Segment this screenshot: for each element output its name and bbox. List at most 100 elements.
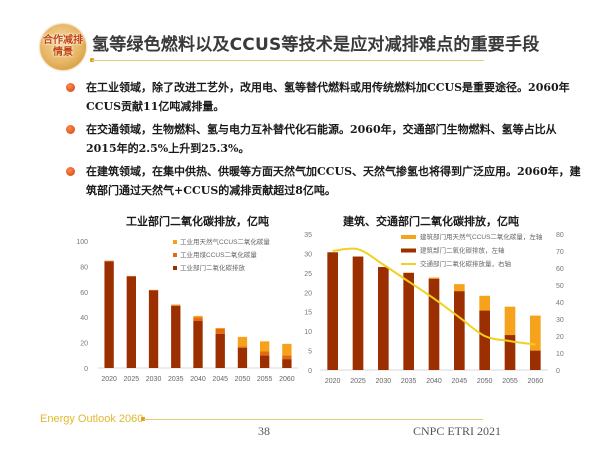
transport-emissions-line: [332, 247, 536, 346]
legend-label: 交通部门二氧化碳排放量，右轴: [420, 259, 512, 268]
x-tick-label: 2025: [350, 378, 366, 385]
right-y-tick-label: 20: [556, 334, 564, 341]
bar-segment: [282, 359, 292, 368]
bar-segment: [193, 317, 203, 322]
x-tick-label: 2040: [426, 378, 442, 385]
bar-segment: [504, 306, 516, 336]
right-y-tick-label: 40: [556, 300, 564, 307]
bar-segment: [148, 289, 159, 291]
x-tick-label: 2060: [528, 378, 544, 385]
title-underline: [92, 60, 484, 61]
bar-segment: [530, 315, 541, 351]
building-transport-emissions-chart: 0 5 10 15 20 25 30 35 0 10 20 30 40 50 60 70 80 2020 2025 2…: [300, 225, 590, 390]
x-tick-label: 2055: [257, 376, 273, 383]
building-transport-chart-title: 建筑、交通部门二氧化碳排放，亿吨: [343, 215, 519, 228]
left-y-tick-label: 0: [308, 368, 312, 375]
bar-segment: [104, 260, 114, 262]
footer-brand: Energy Outlook 2060: [40, 413, 144, 425]
bar-segment: [193, 321, 203, 368]
logo-text-line1: 合作减排: [43, 35, 83, 46]
legend-swatch: [401, 248, 416, 253]
left-y-tick-label: 15: [304, 310, 312, 317]
right-y-tick-label: 10: [556, 351, 564, 358]
legend-swatch: [173, 253, 177, 257]
left-y-tick-label: 35: [304, 232, 312, 239]
right-y-tick-label: 30: [556, 317, 564, 324]
legend-swatch: [173, 240, 177, 244]
bullet-dot-icon: [66, 167, 75, 176]
x-tick-label: 2050: [235, 376, 251, 383]
bullet-transport: 在交通领域，生物燃料、氢与电力互补替代化石能源。2060年，交通部门生物燃料、氢…: [66, 120, 586, 158]
bar-segment: [171, 304, 181, 306]
bar-segment: [282, 343, 292, 356]
footer-organization: CNPC ETRI 2021: [413, 424, 502, 438]
bar-segment: [104, 261, 114, 368]
left-y-tick-label: 20: [304, 290, 312, 297]
bar-segment: [215, 327, 225, 329]
bar-segment: [215, 328, 225, 334]
bar-segment: [260, 351, 270, 356]
x-tick-label: 2020: [101, 376, 117, 383]
bar-segment: [282, 355, 292, 360]
legend-label: 工业用天然气CCUS二氧化碳量: [180, 237, 270, 246]
industry-emissions-chart: 0 20 40 60 80 100 2020 2025 2030 2035 2040 2045 2050…: [60, 230, 310, 390]
logo-text: 合作减排 情景: [40, 24, 86, 59]
logo-text-line2: 情景: [53, 47, 73, 58]
bullet-list: 在工业领域，除了改进工艺外，改用电、氢等替代燃料或用传统燃料加CCUS是重要途径…: [66, 78, 586, 204]
x-tick-label: 2045: [212, 376, 228, 383]
bar-segment: [171, 305, 181, 368]
x-tick-label: 2040: [190, 376, 206, 383]
bar-segment: [454, 291, 465, 370]
legend-label: 建筑部门用天然气CCUS二氧化碳量，左轴: [420, 232, 543, 241]
bar-segment: [530, 350, 541, 370]
scenario-logo: 合作减排 情景: [40, 24, 86, 70]
right-y-tick-label: 50: [556, 283, 564, 290]
bullet-industry: 在工业领域，除了改进工艺外，改用电、氢等替代燃料或用传统燃料加CCUS是重要途径…: [66, 78, 586, 116]
y-tick-label: 100: [76, 239, 88, 246]
x-tick-label: 2050: [477, 378, 493, 385]
footer-rule-marker: [141, 417, 145, 421]
left-y-tick-label: 10: [304, 329, 312, 336]
x-tick-label: 2030: [146, 376, 162, 383]
bar-segment: [327, 252, 338, 370]
left-y-tick-label: 5: [308, 349, 312, 356]
right-y-tick-label: 60: [556, 266, 564, 273]
x-tick-label: 2025: [124, 376, 140, 383]
x-tick-label: 2030: [376, 378, 392, 385]
bar-segment: [237, 347, 248, 368]
bar-segment: [403, 272, 414, 370]
bar-segment: [454, 284, 465, 292]
bar-segment: [215, 333, 225, 368]
bar-segment: [260, 355, 270, 368]
bar-segment: [378, 267, 389, 370]
bullet-dot-icon: [66, 83, 75, 92]
y-tick-label: 40: [80, 315, 88, 322]
right-y-tick-label: 70: [556, 249, 564, 256]
bar-segment: [352, 256, 364, 370]
bar-segment: [193, 315, 203, 318]
bar-segment: [126, 276, 136, 368]
bar-segment: [260, 341, 270, 352]
bullet-text: 在建筑领域，在集中供热、供暖等方面天然气加CCUS、天然气掺氢也将得到广泛应用。…: [86, 165, 581, 197]
page-title: 氢等绿色燃料以及CCUS等技术是应对减排难点的重要手段: [92, 35, 540, 55]
x-tick-label: 2060: [279, 376, 295, 383]
industry-chart-title: 工业部门二氧化碳排放，亿吨: [126, 215, 269, 228]
legend-swatch: [401, 235, 416, 239]
x-tick-label: 2055: [502, 378, 518, 385]
page-number: 38: [258, 424, 270, 438]
x-tick-label: 2035: [168, 376, 184, 383]
bar-segment: [171, 305, 181, 306]
x-tick-label: 2035: [401, 378, 417, 385]
bar-segment: [428, 278, 440, 370]
bar-segment: [504, 335, 516, 370]
y-tick-label: 80: [80, 264, 88, 271]
footer-divider: [144, 419, 483, 420]
bar-segment: [428, 277, 440, 279]
bullet-text: 在交通领域，生物燃料、氢与电力互补替代化石能源。2060年，交通部门生物燃料、氢…: [86, 123, 557, 155]
y-tick-label: 0: [84, 366, 88, 373]
x-tick-label: 2045: [452, 378, 468, 385]
bar-segment: [148, 290, 159, 368]
right-y-tick-label: 0: [556, 368, 560, 375]
